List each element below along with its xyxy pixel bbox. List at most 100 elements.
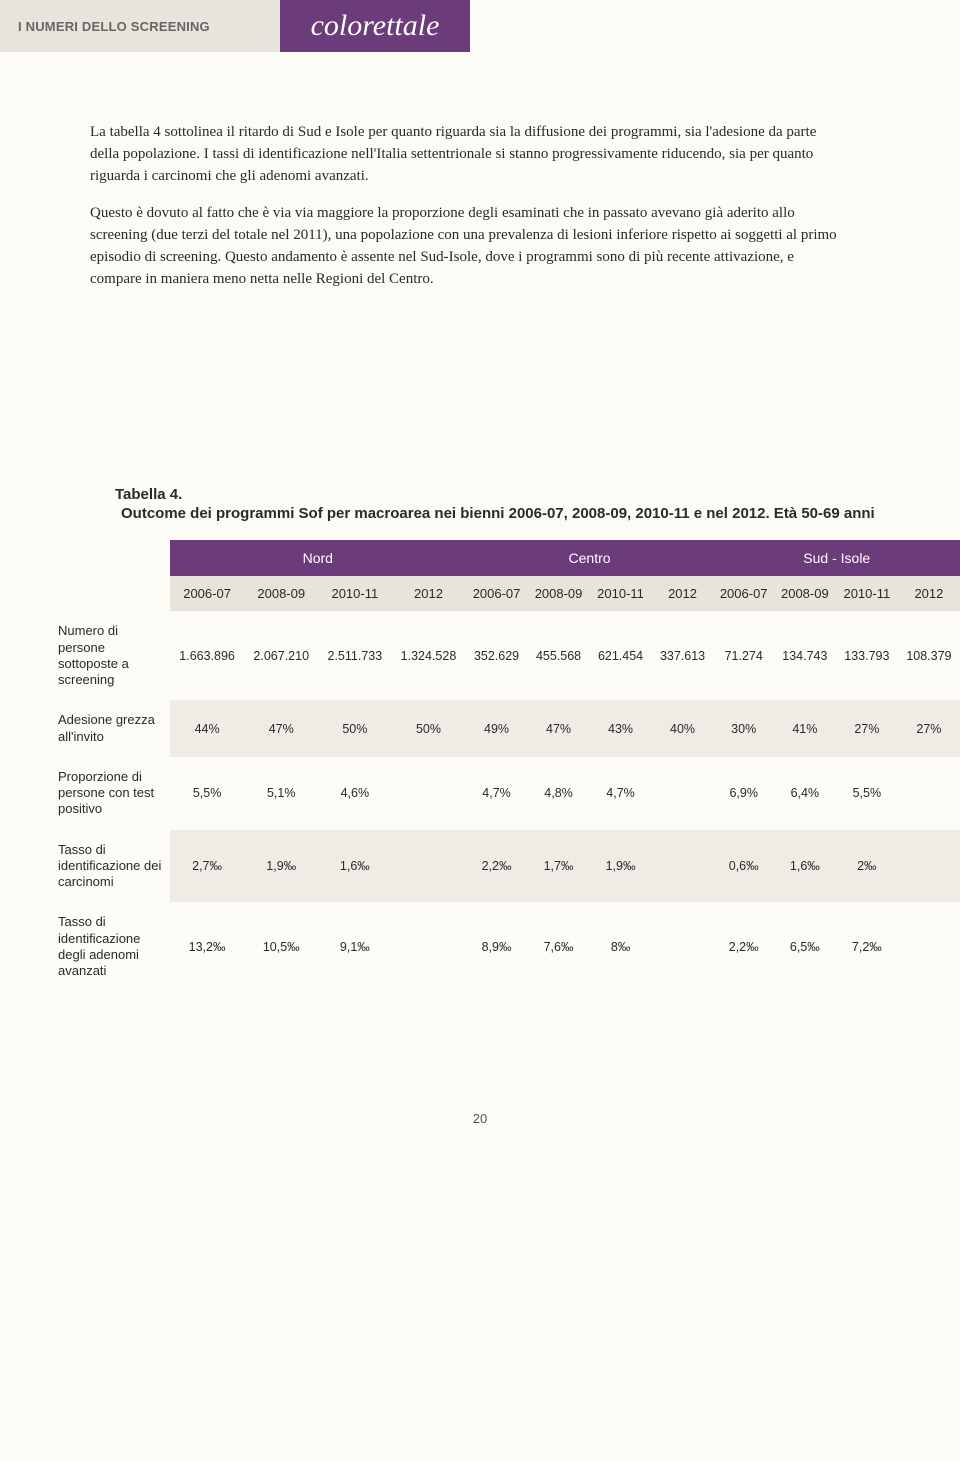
table-caption: Tabella 4. Outcome dei programmi Sof per… — [0, 306, 960, 522]
cell: 1.663.896 — [170, 611, 244, 700]
cell: 2.511.733 — [318, 611, 391, 700]
year-col: 2008-09 — [244, 576, 318, 611]
header-blank — [0, 576, 170, 611]
cell: 30% — [714, 700, 774, 757]
cell: 5,5% — [836, 757, 898, 830]
cell: 2,2‰ — [714, 902, 774, 991]
cell: 1,9‰ — [590, 830, 652, 903]
year-col: 2010-11 — [590, 576, 652, 611]
region-nord: Nord — [170, 540, 466, 576]
cell: 13,2‰ — [170, 902, 244, 991]
cell: 10,5‰ — [244, 902, 318, 991]
cell: 43% — [590, 700, 652, 757]
table-region-header: Nord Centro Sud - Isole — [0, 540, 960, 576]
cell: 2.067.210 — [244, 611, 318, 700]
cell — [898, 830, 960, 903]
row-label: Tasso di identificazione degli adenomi a… — [0, 902, 170, 991]
cell: 40% — [652, 700, 714, 757]
cell: 6,5‰ — [774, 902, 836, 991]
table-body: Numero di persone sottoposte a screening… — [0, 611, 960, 991]
cell — [652, 830, 714, 903]
year-col: 2006-07 — [466, 576, 528, 611]
topic-badge: colorettale — [280, 0, 470, 52]
page: I NUMERI DELLO SCREENING colorettale La … — [0, 0, 960, 1166]
cell: 337.613 — [652, 611, 714, 700]
cell: 7,2‰ — [836, 902, 898, 991]
cell: 352.629 — [466, 611, 528, 700]
cell: 50% — [391, 700, 465, 757]
cell — [898, 757, 960, 830]
cell: 50% — [318, 700, 391, 757]
cell: 4,6% — [318, 757, 391, 830]
cell: 47% — [528, 700, 590, 757]
table-caption-number: Tabella 4. — [115, 486, 960, 503]
cell: 5,5% — [170, 757, 244, 830]
cell — [391, 902, 465, 991]
year-col: 2010-11 — [318, 576, 391, 611]
cell: 1,7‰ — [528, 830, 590, 903]
cell — [898, 902, 960, 991]
cell: 134.743 — [774, 611, 836, 700]
cell: 4,7% — [466, 757, 528, 830]
year-col: 2012 — [391, 576, 465, 611]
cell: 1,6‰ — [318, 830, 391, 903]
region-centro: Centro — [466, 540, 714, 576]
outcome-table: Nord Centro Sud - Isole 2006-07 2008-09 … — [0, 540, 960, 991]
cell — [652, 757, 714, 830]
cell: 2,2‰ — [466, 830, 528, 903]
cell: 7,6‰ — [528, 902, 590, 991]
table-row: Tasso di identificazione dei carcinomi2,… — [0, 830, 960, 903]
year-col: 2012 — [652, 576, 714, 611]
page-number: 20 — [0, 1111, 960, 1126]
table-row: Tasso di identificazione degli adenomi a… — [0, 902, 960, 991]
cell: 2,7‰ — [170, 830, 244, 903]
table-year-header: 2006-07 2008-09 2010-11 2012 2006-07 200… — [0, 576, 960, 611]
year-col: 2008-09 — [774, 576, 836, 611]
paragraph-1: La tabella 4 sottolinea il ritardo di Su… — [90, 122, 840, 187]
row-label: Proporzione di persone con test positivo — [0, 757, 170, 830]
cell: 133.793 — [836, 611, 898, 700]
year-col: 2012 — [898, 576, 960, 611]
cell — [391, 830, 465, 903]
cell: 27% — [836, 700, 898, 757]
section-label: I NUMERI DELLO SCREENING — [0, 0, 280, 52]
cell: 6,9% — [714, 757, 774, 830]
year-col: 2008-09 — [528, 576, 590, 611]
cell: 47% — [244, 700, 318, 757]
region-sud: Sud - Isole — [714, 540, 960, 576]
cell: 8‰ — [590, 902, 652, 991]
table-row: Numero di persone sottoposte a screening… — [0, 611, 960, 700]
cell: 0,6‰ — [714, 830, 774, 903]
cell: 6,4% — [774, 757, 836, 830]
cell: 1,9‰ — [244, 830, 318, 903]
cell: 4,8% — [528, 757, 590, 830]
cell: 4,7% — [590, 757, 652, 830]
cell — [391, 757, 465, 830]
row-label: Tasso di identificazione dei carcinomi — [0, 830, 170, 903]
year-col: 2010-11 — [836, 576, 898, 611]
cell: 71.274 — [714, 611, 774, 700]
header-bar: I NUMERI DELLO SCREENING colorettale — [0, 0, 960, 52]
cell: 5,1% — [244, 757, 318, 830]
cell: 27% — [898, 700, 960, 757]
cell: 1,6‰ — [774, 830, 836, 903]
cell: 9,1‰ — [318, 902, 391, 991]
year-col: 2006-07 — [714, 576, 774, 611]
header-blank — [0, 540, 170, 576]
cell: 621.454 — [590, 611, 652, 700]
table-row: Adesione grezza all'invito44%47%50%50%49… — [0, 700, 960, 757]
row-label: Adesione grezza all'invito — [0, 700, 170, 757]
year-col: 2006-07 — [170, 576, 244, 611]
cell: 41% — [774, 700, 836, 757]
cell: 108.379 — [898, 611, 960, 700]
cell: 8,9‰ — [466, 902, 528, 991]
cell: 1.324.528 — [391, 611, 465, 700]
body-text: La tabella 4 sottolinea il ritardo di Su… — [0, 52, 960, 290]
cell: 2‰ — [836, 830, 898, 903]
cell: 49% — [466, 700, 528, 757]
cell — [652, 902, 714, 991]
paragraph-2: Questo è dovuto al fatto che è via via m… — [90, 203, 840, 290]
table-row: Proporzione di persone con test positivo… — [0, 757, 960, 830]
row-label: Numero di persone sottoposte a screening — [0, 611, 170, 700]
table-caption-text: Outcome dei programmi Sof per macroarea … — [115, 505, 960, 522]
